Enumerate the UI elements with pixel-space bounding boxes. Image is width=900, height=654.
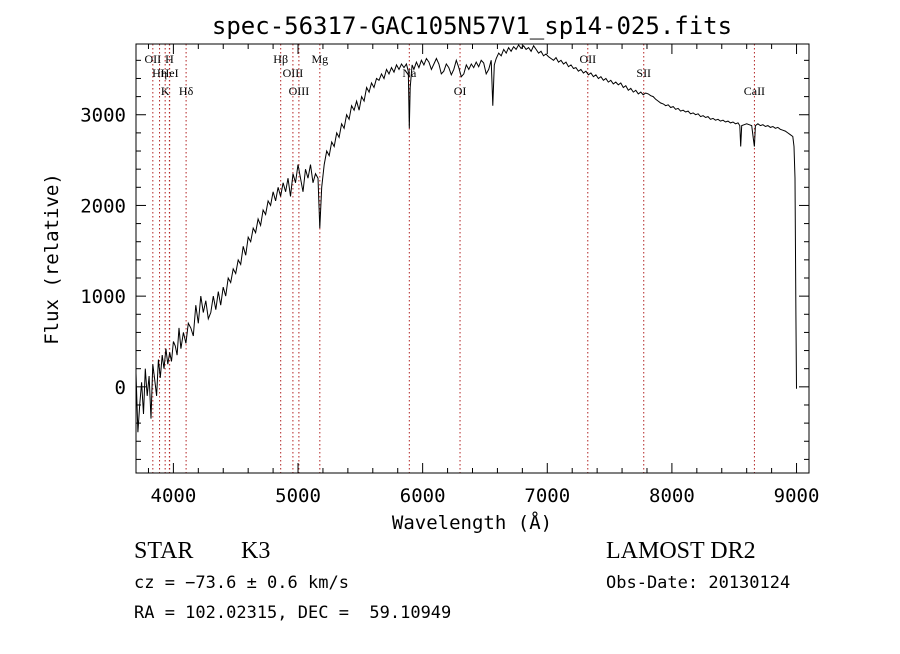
x-tick-labels: 4000 5000 6000 7000 8000 9000 [151,485,820,507]
object-subclass: K3 [241,538,271,564]
line-label: Na [402,66,417,80]
survey-name: LAMOST DR2 [606,538,756,564]
line-label: K [161,84,170,98]
x-tick-label: 7000 [524,485,570,507]
object-class: STAR [134,538,194,564]
x-tick-label: 8000 [649,485,695,507]
spectrum-series [135,43,797,433]
line-label: OII [579,52,596,66]
y-tick-labels: 0 1000 2000 3000 [80,105,126,399]
emission-line-markers [152,44,755,473]
spectrum-line [135,43,797,433]
y-tick-label: 3000 [80,105,126,127]
y-tick-label: 0 [115,377,126,399]
line-label: OI [454,84,467,98]
x-tick-label: 9000 [774,485,820,507]
line-label: CaII [744,84,765,98]
y-axis-label: Flux (relative) [41,173,63,345]
axis-ticks [136,44,809,473]
x-tick-label: 6000 [400,485,446,507]
line-label: Hη [152,66,167,80]
coordinates-readout: RA = 102.02315, DEC = 59.10949 [134,603,452,623]
redshift-readout: cz = −73.6 ± 0.6 km/s [134,573,349,593]
x-tick-label: 4000 [151,485,197,507]
line-label: Hβ [273,52,288,66]
line-label: HeI [161,66,179,80]
chart-title: spec-56317-GAC105N57V1_sp14-025.fits [212,12,732,40]
line-label: Hδ [179,84,194,98]
plot-frame [135,43,810,474]
y-tick-label: 1000 [80,286,126,308]
x-tick-label: 5000 [275,485,321,507]
y-tick-label: 2000 [80,195,126,217]
line-label: H [165,52,174,66]
line-label: SII [636,66,651,80]
x-axis-label: Wavelength (Å) [392,511,552,534]
line-label: OII [144,52,161,66]
line-label: OIII [289,84,310,98]
line-label: OIII [283,66,304,80]
observation-date: Obs-Date: 20130124 [606,573,791,593]
line-label: Mg [311,52,328,66]
